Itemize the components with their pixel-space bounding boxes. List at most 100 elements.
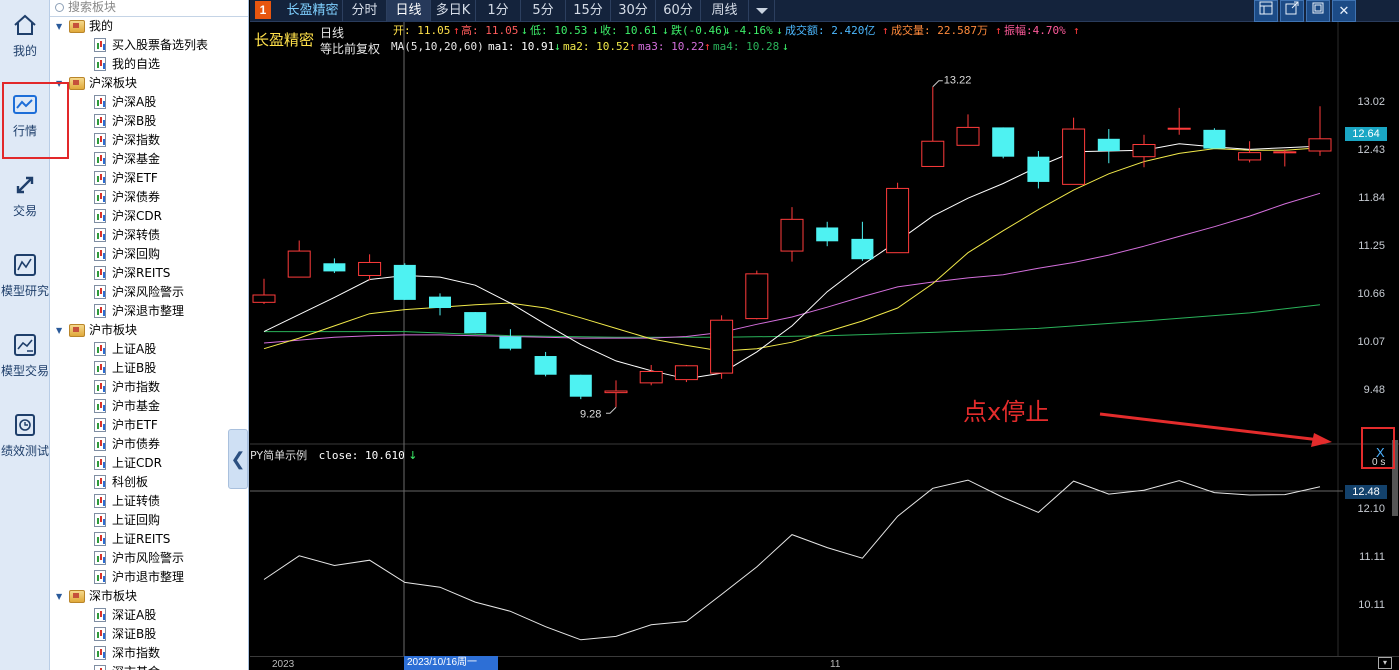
tree-item-label: 深证B股 <box>112 627 157 641</box>
list-doc-icon <box>94 570 106 584</box>
x-label-year: 2023 <box>272 659 295 670</box>
tree-item[interactable]: 科创板 <box>94 473 148 492</box>
candle-body <box>393 264 416 300</box>
list-doc-icon <box>94 456 106 470</box>
rail-item-performance[interactable]: 绩效测试 <box>0 402 50 476</box>
high-price: 高: 11.05 <box>461 24 519 37</box>
tree-folder[interactable]: ▼ 我的 <box>56 17 113 36</box>
tree-item[interactable]: 沪深风险警示 <box>94 283 184 302</box>
stock-tab[interactable]: 长盈精密 <box>283 0 343 22</box>
list-doc-icon <box>94 190 106 204</box>
tree-folder[interactable]: ▼ 沪市板块 <box>56 321 137 340</box>
tree-item[interactable]: 沪深基金 <box>94 150 160 169</box>
tree-folder-label: 沪市板块 <box>89 323 138 337</box>
tree-item[interactable]: 上证CDR <box>94 454 162 473</box>
tree-item[interactable]: 沪市退市整理 <box>94 568 184 587</box>
tab-multi-day[interactable]: 多日K <box>431 0 476 22</box>
tree-item[interactable]: 沪深ETF <box>94 169 158 188</box>
tab-60min[interactable]: 60分 <box>656 0 701 22</box>
tab-5min[interactable]: 5分 <box>521 0 566 22</box>
candle-body <box>534 356 557 375</box>
tree-item[interactable]: 沪深CDR <box>94 207 162 226</box>
tree-item[interactable]: 沪深回购 <box>94 245 160 264</box>
tree-item[interactable]: 我的自选 <box>94 55 160 74</box>
tab-30min[interactable]: 30分 <box>611 0 656 22</box>
list-doc-icon <box>94 342 106 356</box>
amplitude: 振幅:4.70% <box>1004 24 1066 37</box>
tree-item[interactable]: 沪市ETF <box>94 416 158 435</box>
tree-folder[interactable]: ▼ 深市板块 <box>56 587 137 606</box>
collapse-toggle-icon[interactable]: ▼ <box>56 592 63 601</box>
tab-1min[interactable]: 1分 <box>476 0 521 22</box>
list-doc-icon <box>94 361 106 375</box>
list-doc-icon <box>94 171 106 185</box>
rail-item-model-research[interactable]: 模型研究 <box>0 242 50 316</box>
rail-item-model-trade[interactable]: 模型交易 <box>0 322 50 396</box>
period-dropdown[interactable] <box>749 0 775 22</box>
tree-item-label: 沪深转债 <box>112 228 161 242</box>
tab-intraday[interactable]: 分时 <box>343 0 387 22</box>
rail-item-mine[interactable]: 我的 <box>0 2 50 76</box>
collapse-toggle-icon[interactable]: ▼ <box>56 22 63 31</box>
tree-item[interactable]: 上证B股 <box>94 359 156 378</box>
tree-item[interactable]: 深证A股 <box>94 606 156 625</box>
list-doc-icon <box>94 437 106 451</box>
tree-item-label: 沪市ETF <box>112 418 158 432</box>
close-icon[interactable]: ✕ <box>1332 0 1356 22</box>
tree-item[interactable]: 深证B股 <box>94 625 156 644</box>
tree-item[interactable]: 上证回购 <box>94 511 160 530</box>
annotation-text: 点x停止 <box>963 398 1050 426</box>
candle-body <box>499 336 522 349</box>
x-label-month: 11 <box>830 659 841 670</box>
tree-item[interactable]: 沪深债券 <box>94 188 160 207</box>
up-arrow-icon: ↑ <box>882 24 889 37</box>
tab-weekly[interactable]: 周线 <box>701 0 749 22</box>
layout-icon[interactable] <box>1254 0 1278 22</box>
tree-item[interactable]: 沪市指数 <box>94 378 160 397</box>
list-doc-icon <box>94 38 106 52</box>
candle-body <box>816 227 839 242</box>
tree-item-label: 沪深债券 <box>112 190 161 204</box>
popout-icon[interactable] <box>1280 0 1304 22</box>
candle-body <box>780 218 804 252</box>
list-doc-icon <box>94 228 106 242</box>
tree-item[interactable]: 深市指数 <box>94 644 160 663</box>
tree-item[interactable]: 沪深退市整理 <box>94 302 184 321</box>
model-research-icon <box>14 254 36 276</box>
low-marker-line <box>606 406 617 414</box>
list-doc-icon <box>94 494 106 508</box>
ma1-value: ma1: 10.91 <box>488 40 555 53</box>
tree-item[interactable]: 沪深A股 <box>94 93 156 112</box>
tree-item[interactable]: 沪深REITS <box>94 264 170 283</box>
collapse-toggle-icon[interactable]: ▼ <box>56 326 63 335</box>
tree-item[interactable]: 沪深指数 <box>94 131 160 150</box>
up-arrow-icon: ↑ <box>995 24 1002 37</box>
tree-item[interactable]: 上证A股 <box>94 340 156 359</box>
tree-item[interactable]: 上证转债 <box>94 492 160 511</box>
down-arrow-icon: ↓ <box>408 449 418 462</box>
up-arrow-icon: ↑ <box>704 40 711 53</box>
maximize-icon[interactable] <box>1306 0 1330 22</box>
collapse-panel-button[interactable]: ❮ <box>228 429 248 489</box>
tree-item[interactable]: 沪深转债 <box>94 226 160 245</box>
down-arrow-icon: ↓ <box>776 24 783 37</box>
tree-item-label: 沪市指数 <box>112 380 161 394</box>
tree-item[interactable]: 深市基金 <box>94 663 160 670</box>
tree-item[interactable]: 上证REITS <box>94 530 170 549</box>
search-icon <box>55 3 64 12</box>
tree-item[interactable]: 沪市基金 <box>94 397 160 416</box>
axis-menu-button[interactable]: ▾ <box>1378 657 1392 669</box>
tab-15min[interactable]: 15分 <box>566 0 611 22</box>
stop-button[interactable]: X <box>1376 445 1385 460</box>
sector-search-input[interactable]: 搜索板块 <box>50 0 248 17</box>
y-tick-label: 12.43 <box>1357 144 1385 156</box>
tree-item[interactable]: 买入股票备选列表 <box>94 36 208 55</box>
tree-item[interactable]: 沪市风险警示 <box>94 549 184 568</box>
tab-daily[interactable]: 日线 <box>387 0 431 22</box>
tree-item[interactable]: 沪深B股 <box>94 112 156 131</box>
rail-item-trade[interactable]: 交易 <box>0 162 50 236</box>
candle-body <box>1027 156 1050 182</box>
rail-item-market[interactable]: 行情 <box>0 82 50 156</box>
tree-item[interactable]: 沪市债券 <box>94 435 160 454</box>
